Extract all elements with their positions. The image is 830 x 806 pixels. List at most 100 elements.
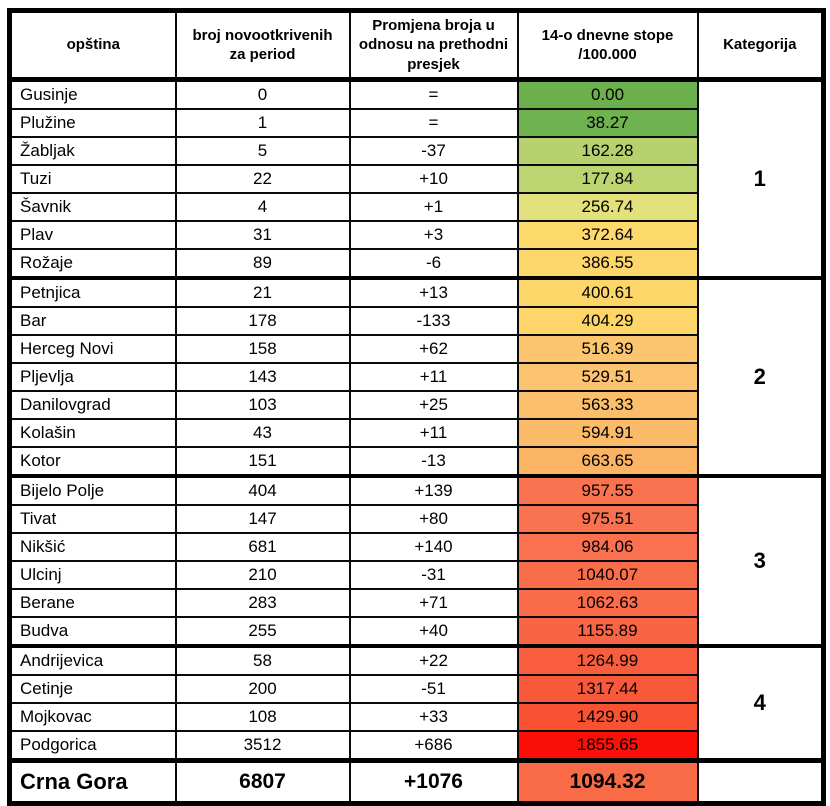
table-row: Bar 178 -133 404.29 (8, 306, 824, 336)
new-cases-cell: 21 (174, 276, 351, 308)
rate-cell: 1855.65 (516, 730, 699, 762)
rate-cell: 957.55 (516, 474, 699, 506)
change-cell: +33 (348, 702, 519, 732)
rate-cell: 1429.90 (516, 702, 699, 732)
change-cell: +686 (348, 730, 519, 762)
change-cell: +1 (348, 192, 519, 222)
table-row: Berane 283 +71 1062.63 (8, 588, 824, 618)
table-row: Budva 255 +40 1155.89 (8, 616, 824, 647)
rate-cell: 38.27 (516, 108, 699, 138)
table-row: Andrijevica 58 +22 1264.99 4 (8, 644, 825, 762)
change-cell: +11 (348, 418, 519, 448)
table-body: Gusinje 0 = 0.00 1 Plužine 1 = 38.27 Žabljak 5 -37 1… (8, 77, 825, 762)
municipality-name-cell: Tuzi (8, 164, 177, 194)
new-cases-cell: 255 (174, 616, 351, 647)
total-change-cell: +1076 (348, 758, 519, 805)
total-row: Crna Gora 6807 +1076 1094.32 (8, 758, 825, 805)
municipality-name-cell: Tivat (8, 504, 177, 534)
new-cases-cell: 681 (174, 532, 351, 562)
table-footer: Crna Gora 6807 +1076 1094.32 (8, 758, 825, 805)
change-cell: -13 (348, 446, 519, 477)
table-row: Tivat 147 +80 975.51 (8, 504, 824, 534)
new-cases-cell: 31 (174, 220, 351, 250)
table-row: Bijelo Polje 404 +139 957.55 3 (8, 474, 825, 647)
new-cases-cell: 43 (174, 418, 351, 448)
rate-cell: 984.06 (516, 532, 699, 562)
rate-cell: 1317.44 (516, 674, 699, 704)
municipality-name-cell: Gusinje (8, 77, 177, 110)
table-row: Kotor 151 -13 663.65 (8, 446, 824, 477)
municipality-name-cell: Budva (8, 616, 177, 647)
rate-cell: 1264.99 (516, 644, 699, 676)
rate-cell: 1040.07 (516, 560, 699, 590)
rate-cell: 386.55 (516, 248, 699, 279)
category-cell: 4 (696, 644, 825, 762)
table-row: Gusinje 0 = 0.00 1 (8, 77, 825, 279)
new-cases-cell: 5 (174, 136, 351, 166)
change-cell: +11 (348, 362, 519, 392)
new-cases-cell: 108 (174, 702, 351, 732)
new-cases-cell: 200 (174, 674, 351, 704)
rate-cell: 256.74 (516, 192, 699, 222)
rate-cell: 663.65 (516, 446, 699, 477)
municipality-name-cell: Plužine (8, 108, 177, 138)
table-row: Plužine 1 = 38.27 (8, 108, 824, 138)
header-rate: 14-o dnevne stope /100.000 (516, 9, 699, 82)
table-row: Rožaje 89 -6 386.55 (8, 248, 824, 279)
rate-cell: 516.39 (516, 334, 699, 364)
rate-cell: 594.91 (516, 418, 699, 448)
rate-cell: 177.84 (516, 164, 699, 194)
new-cases-cell: 89 (174, 248, 351, 279)
municipality-name-cell: Bijelo Polje (8, 474, 177, 506)
new-cases-cell: 283 (174, 588, 351, 618)
new-cases-cell: 143 (174, 362, 351, 392)
municipality-name-cell: Petnjica (8, 276, 177, 308)
change-cell: -6 (348, 248, 519, 279)
new-cases-cell: 404 (174, 474, 351, 506)
total-name-cell: Crna Gora (8, 758, 177, 805)
rate-cell: 1155.89 (516, 616, 699, 647)
total-rate-cell: 1094.32 (516, 758, 699, 805)
municipality-name-cell: Herceg Novi (8, 334, 177, 364)
new-cases-cell: 58 (174, 644, 351, 676)
table-row: Mojkovac 108 +33 1429.90 (8, 702, 824, 732)
change-cell: +13 (348, 276, 519, 308)
change-cell: -51 (348, 674, 519, 704)
change-cell: = (348, 108, 519, 138)
rate-cell: 529.51 (516, 362, 699, 392)
new-cases-cell: 151 (174, 446, 351, 477)
municipality-name-cell: Bar (8, 306, 177, 336)
municipality-name-cell: Berane (8, 588, 177, 618)
change-cell: +3 (348, 220, 519, 250)
change-cell: +80 (348, 504, 519, 534)
category-cell: 3 (696, 474, 825, 647)
change-cell: -31 (348, 560, 519, 590)
change-cell: +140 (348, 532, 519, 562)
municipality-name-cell: Danilovgrad (8, 390, 177, 420)
header-new-cases: broj novootkrivenih za period (174, 9, 351, 82)
rate-cell: 563.33 (516, 390, 699, 420)
municipality-name-cell: Cetinje (8, 674, 177, 704)
category-cell: 1 (696, 77, 825, 279)
table-row: Šavnik 4 +1 256.74 (8, 192, 824, 222)
table-row: Plav 31 +3 372.64 (8, 220, 824, 250)
municipality-covid-table: opština broj novootkrivenih za period Pr… (7, 8, 826, 806)
table-row: Žabljak 5 -37 162.28 (8, 136, 824, 166)
rate-cell: 404.29 (516, 306, 699, 336)
municipality-name-cell: Mojkovac (8, 702, 177, 732)
change-cell: +71 (348, 588, 519, 618)
new-cases-cell: 210 (174, 560, 351, 590)
table-row: Tuzi 22 +10 177.84 (8, 164, 824, 194)
new-cases-cell: 22 (174, 164, 351, 194)
municipality-name-cell: Žabljak (8, 136, 177, 166)
new-cases-cell: 178 (174, 306, 351, 336)
table-row: Pljevlja 143 +11 529.51 (8, 362, 824, 392)
municipality-name-cell: Pljevlja (8, 362, 177, 392)
rate-cell: 162.28 (516, 136, 699, 166)
municipality-name-cell: Šavnik (8, 192, 177, 222)
header-opstina: opština (8, 9, 177, 82)
category-cell: 2 (696, 276, 825, 477)
new-cases-cell: 0 (174, 77, 351, 110)
table-row: Herceg Novi 158 +62 516.39 (8, 334, 824, 364)
table-row: Danilovgrad 103 +25 563.33 (8, 390, 824, 420)
